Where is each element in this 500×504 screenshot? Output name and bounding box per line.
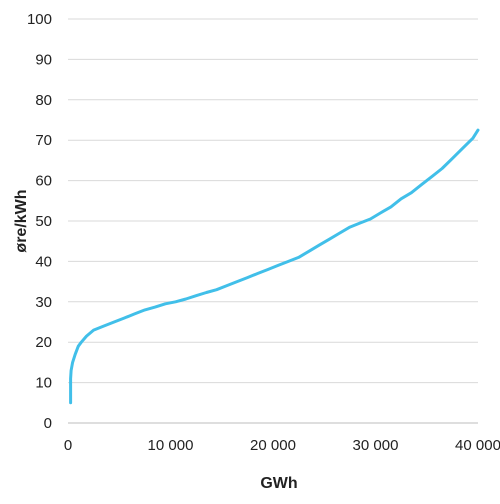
- y-tick-label: 30: [35, 294, 52, 311]
- x-tick-label: 30 000: [353, 437, 399, 454]
- x-axis-ticks: 0 10 000 20 000 30 000 40 000: [64, 437, 500, 454]
- y-tick-label: 100: [27, 11, 52, 28]
- y-axis-ticks: 0 10 20 30 40 50 60 70 80 90 100: [27, 11, 52, 432]
- grid-lines: [68, 18, 478, 384]
- y-tick-label: 50: [35, 213, 52, 230]
- y-tick-label: 10: [35, 375, 52, 392]
- y-tick-label: 60: [35, 173, 52, 190]
- x-tick-label: 10 000: [148, 437, 194, 454]
- y-tick-label: 90: [35, 51, 52, 68]
- y-tick-label: 20: [35, 334, 52, 351]
- x-tick-label: 20 000: [250, 437, 296, 454]
- y-tick-label: 80: [35, 92, 52, 109]
- y-tick-label: 70: [35, 132, 52, 149]
- y-tick-label: 40: [35, 253, 52, 270]
- x-tick-label: 0: [64, 437, 72, 454]
- y-tick-label: 0: [44, 415, 52, 432]
- series-line: [69, 128, 480, 405]
- x-axis-title: GWh: [260, 475, 297, 492]
- y-axis-title: øre/kWh: [13, 189, 30, 252]
- x-tick-label: 40 000: [455, 437, 500, 454]
